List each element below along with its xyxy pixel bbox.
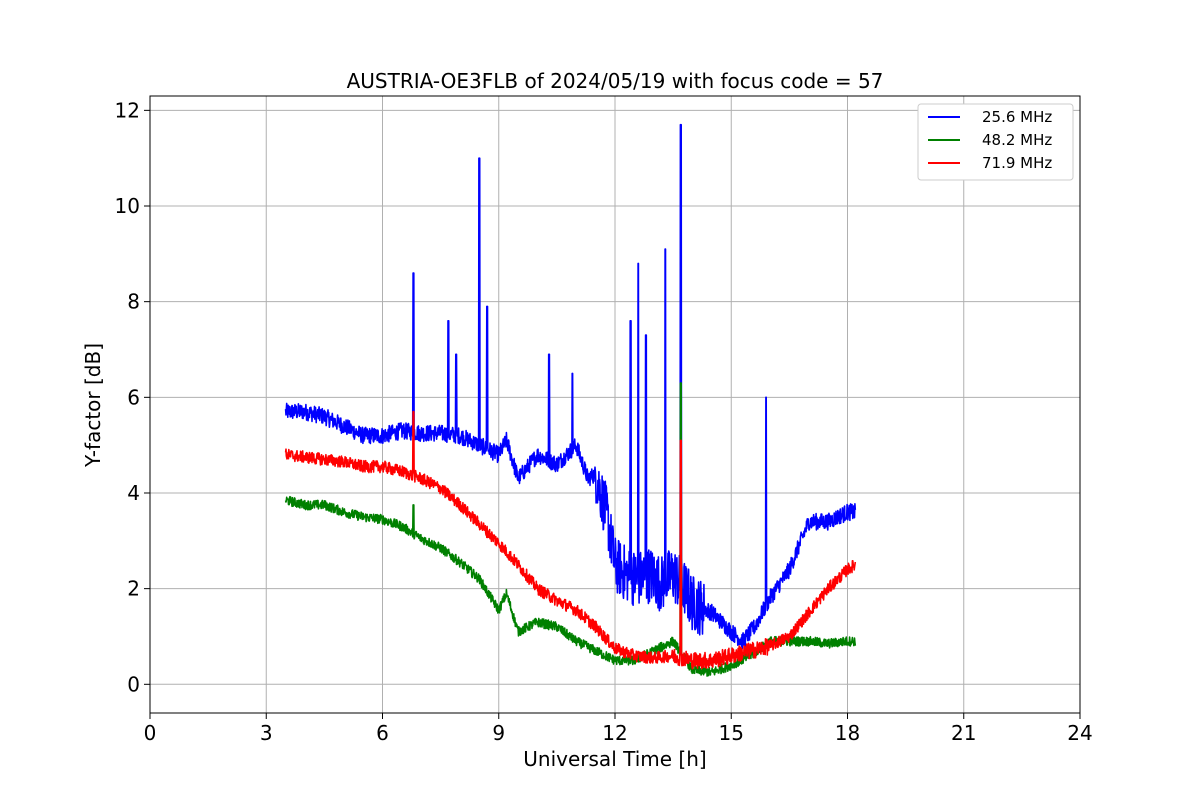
y-axis-title: Y-factor [dB] bbox=[81, 343, 105, 468]
x-axis-title: Universal Time [h] bbox=[523, 747, 706, 771]
x-tick-label: 0 bbox=[144, 721, 157, 745]
y-axis: 0 2 4 6 8 10 12 bbox=[115, 98, 150, 696]
y-tick-label: 0 bbox=[127, 672, 140, 696]
y-tick-label: 12 bbox=[115, 98, 140, 122]
series-line-0 bbox=[284, 123, 857, 650]
x-axis: 0 3 6 9 12 15 18 21 24 bbox=[144, 713, 1093, 745]
y-tick-label: 10 bbox=[115, 194, 140, 218]
legend-box bbox=[917, 103, 1074, 181]
legend-label-1: 48.2 MHz bbox=[982, 131, 1052, 149]
x-tick-label: 12 bbox=[602, 721, 627, 745]
x-tick-label: 15 bbox=[719, 721, 744, 745]
x-tick-label: 21 bbox=[951, 721, 976, 745]
legend: 25.6 MHz 48.2 MHz 71.9 MHz bbox=[917, 103, 1074, 181]
x-tick-label: 18 bbox=[835, 721, 860, 745]
y-tick-label: 6 bbox=[127, 385, 140, 409]
series-line-2 bbox=[284, 410, 857, 670]
x-tick-label: 3 bbox=[260, 721, 273, 745]
y-tick-label: 4 bbox=[127, 481, 140, 505]
y-tick-label: 8 bbox=[127, 290, 140, 314]
legend-label-0: 25.6 MHz bbox=[982, 108, 1052, 126]
x-tick-label: 6 bbox=[376, 721, 389, 745]
x-tick-label: 24 bbox=[1067, 721, 1092, 745]
chart-title: AUSTRIA-OE3FLB of 2024/05/19 with focus … bbox=[347, 69, 884, 93]
x-tick-label: 9 bbox=[492, 721, 505, 745]
series-layer bbox=[284, 123, 857, 677]
y-tick-label: 2 bbox=[127, 577, 140, 601]
legend-label-2: 71.9 MHz bbox=[982, 154, 1052, 172]
